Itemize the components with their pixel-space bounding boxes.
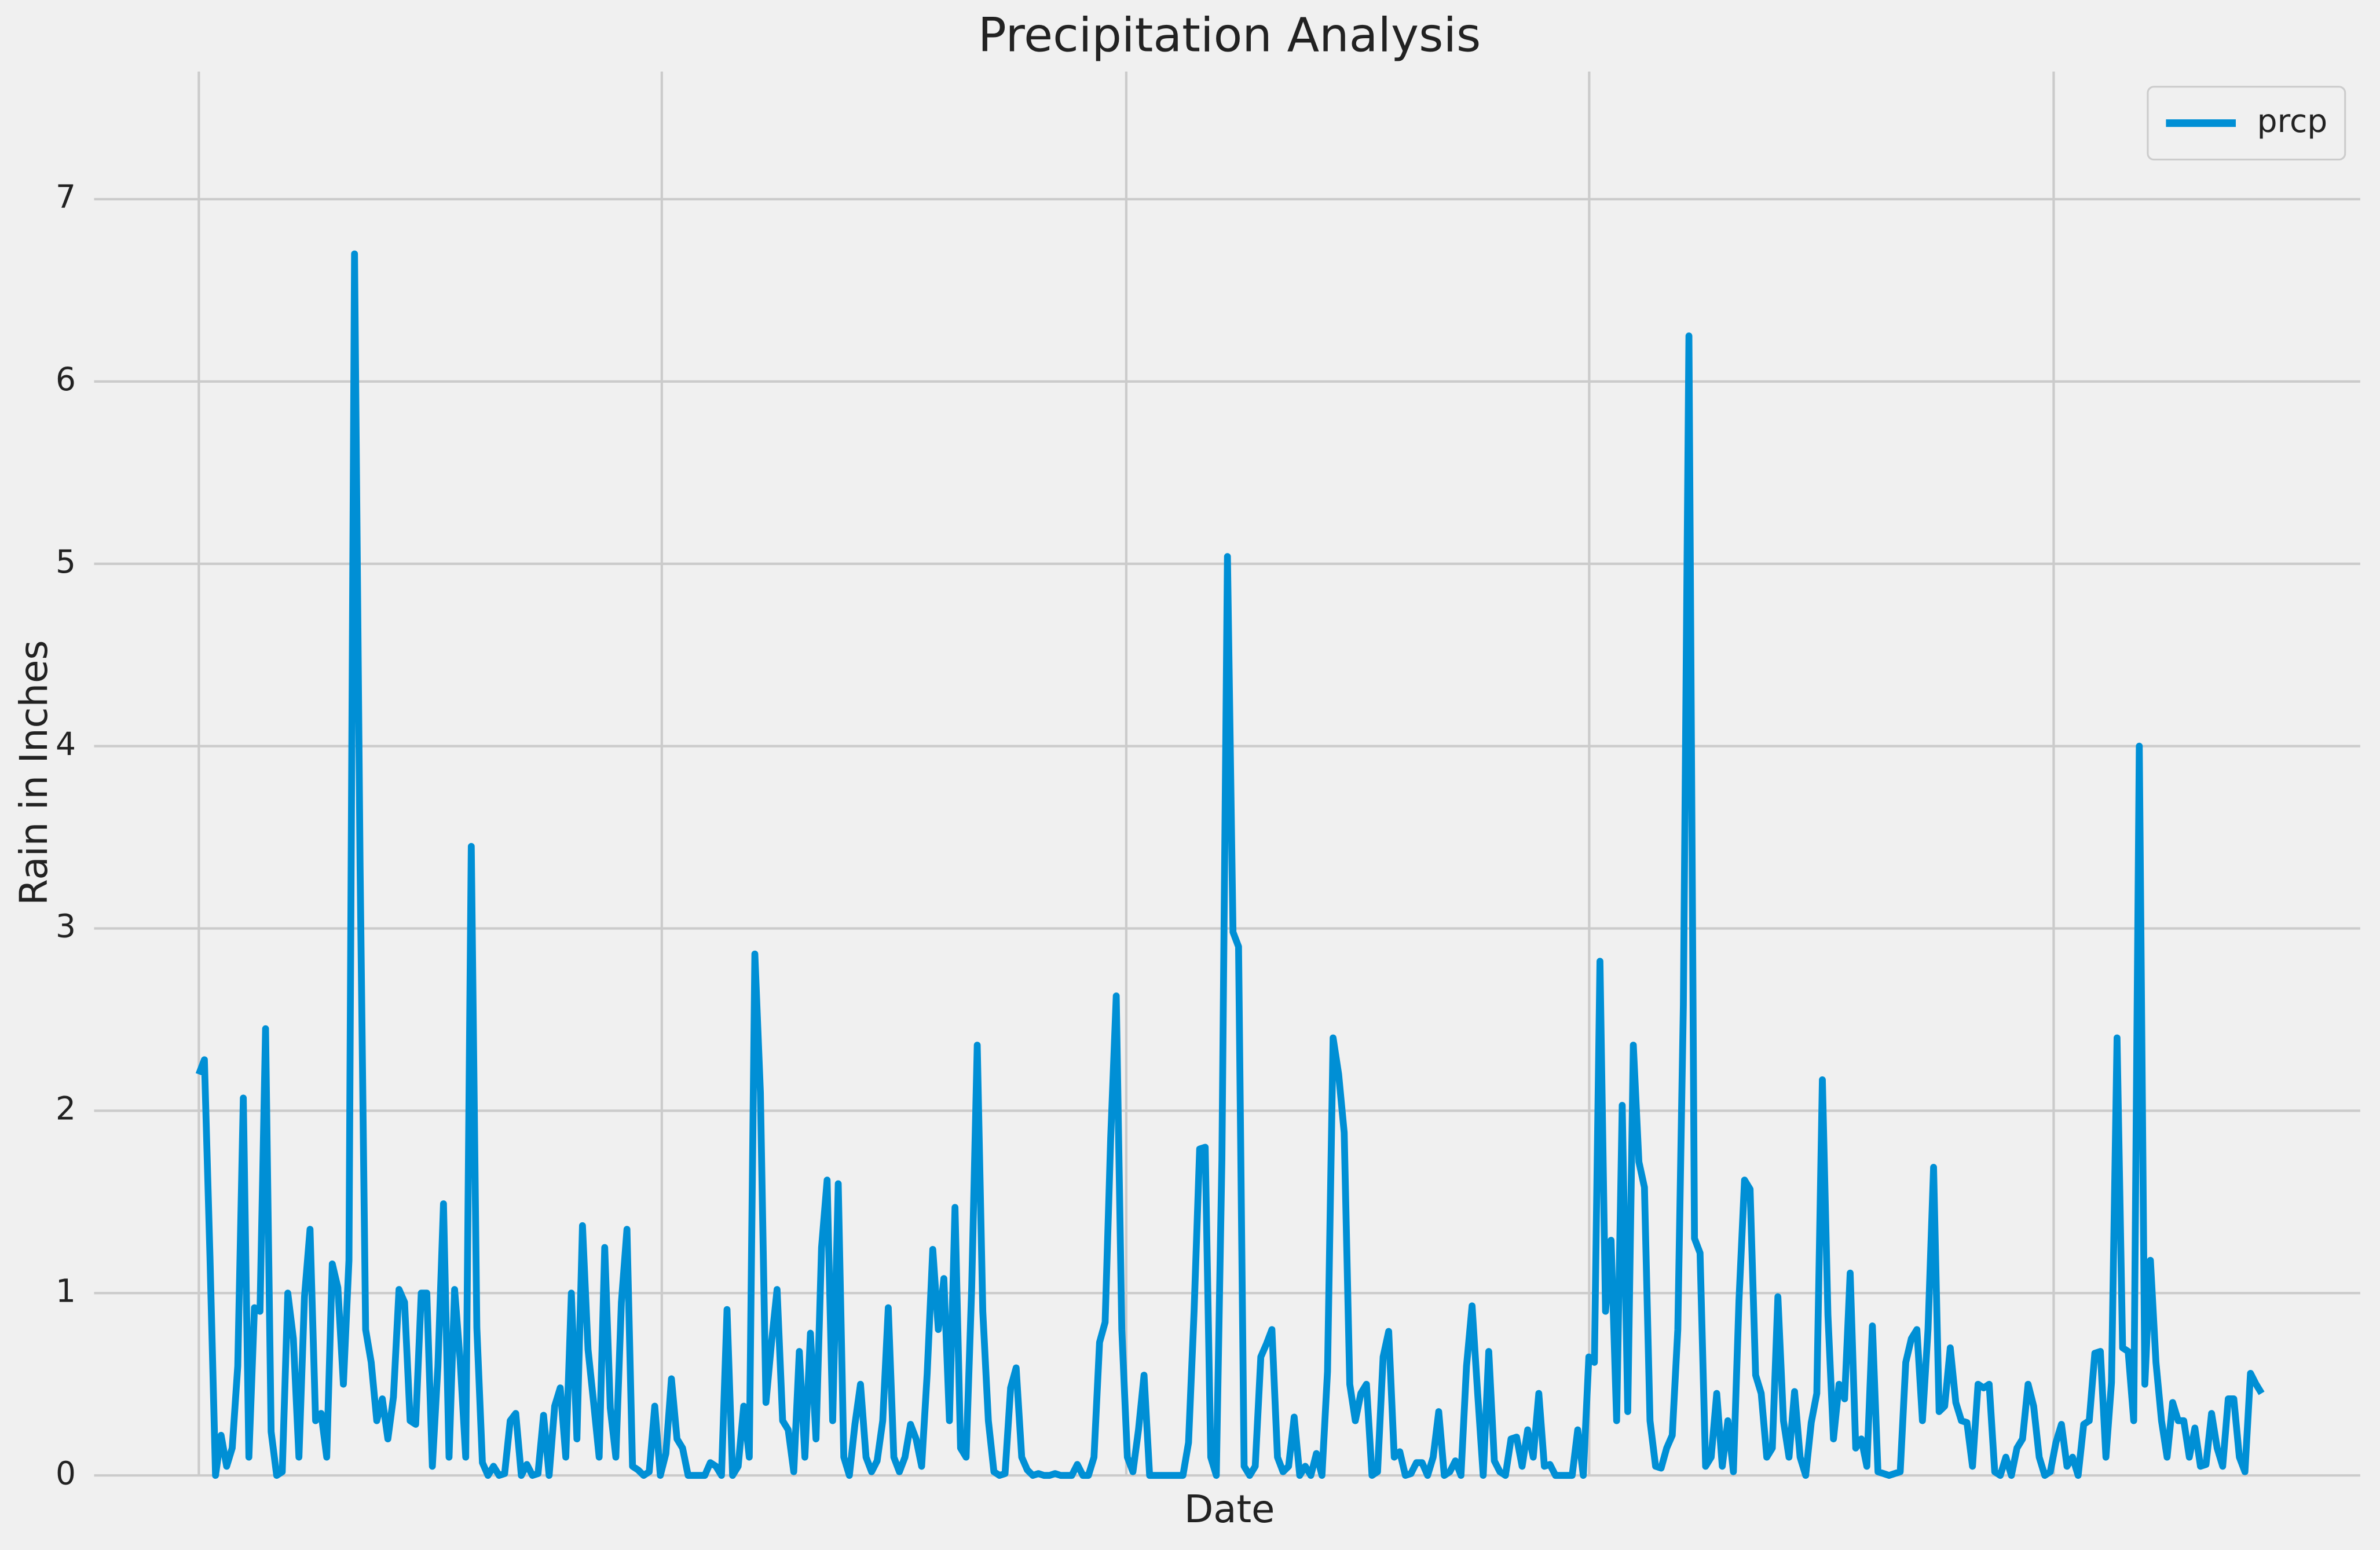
y-tick-label: 3 xyxy=(56,908,76,945)
y-tick-label: 7 xyxy=(56,178,76,215)
y-tick-label: 5 xyxy=(56,543,76,580)
y-axis-label: Rain in Inches xyxy=(12,640,56,905)
x-axis-label: Date xyxy=(1184,1487,1275,1531)
legend-box xyxy=(2147,86,2346,161)
y-tick-label: 2 xyxy=(56,1090,76,1127)
x-grid xyxy=(197,71,2055,1476)
y-tick-label: 6 xyxy=(56,361,76,398)
y-tick-label: 4 xyxy=(56,725,76,763)
y-tick-label: 1 xyxy=(56,1272,76,1309)
legend-label: prcp xyxy=(2257,102,2328,140)
line xyxy=(195,250,2265,1479)
plot xyxy=(195,250,2265,1479)
legend: prcp xyxy=(2147,86,2346,161)
chart-title: Precipitation Analysis xyxy=(978,8,1481,63)
y-tick-label: 0 xyxy=(56,1454,76,1492)
